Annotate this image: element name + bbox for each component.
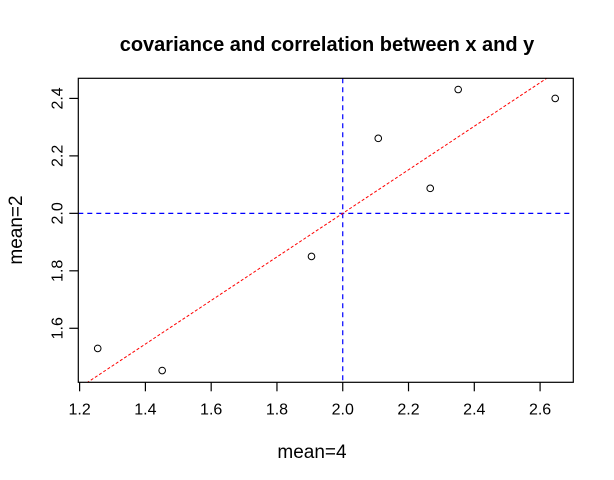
x-tick-label: 2.6	[529, 401, 551, 418]
y-tick-label: 1.8	[49, 260, 66, 282]
y-tick-label: 2.2	[49, 145, 66, 167]
data-point	[551, 94, 560, 103]
data-point	[158, 366, 166, 375]
x-axis-label: mean=4	[277, 442, 347, 463]
data-point	[454, 85, 462, 94]
y-tick-label: 2.0	[49, 202, 66, 224]
x-tick-label: 2.4	[463, 401, 485, 418]
chart-title: covariance and correlation between x and…	[120, 34, 535, 56]
x-tick-label: 1.6	[200, 401, 222, 418]
plot-frame	[77, 77, 574, 383]
plot-area: 1.2 1.4 1.6 1.8 2.0 2.2 2.4 2.6 1.6 1.8 2.0 2.2 2.4	[49, 77, 574, 418]
x-tick-label: 1.2	[68, 401, 90, 418]
y-tick-label: 2.4	[49, 87, 66, 109]
data-point	[374, 134, 383, 143]
x-tick-label: 2.0	[332, 401, 354, 418]
y-tick-label: 1.6	[49, 317, 66, 339]
data-point	[307, 252, 316, 261]
data-point	[93, 344, 102, 353]
y-axis-label: mean=2	[6, 195, 27, 264]
x-tick-label: 2.2	[397, 401, 419, 418]
x-tick-label: 1.8	[266, 401, 288, 418]
regression-line	[86, 78, 548, 383]
x-tick-label: 1.4	[134, 401, 156, 418]
data-point	[426, 184, 435, 193]
